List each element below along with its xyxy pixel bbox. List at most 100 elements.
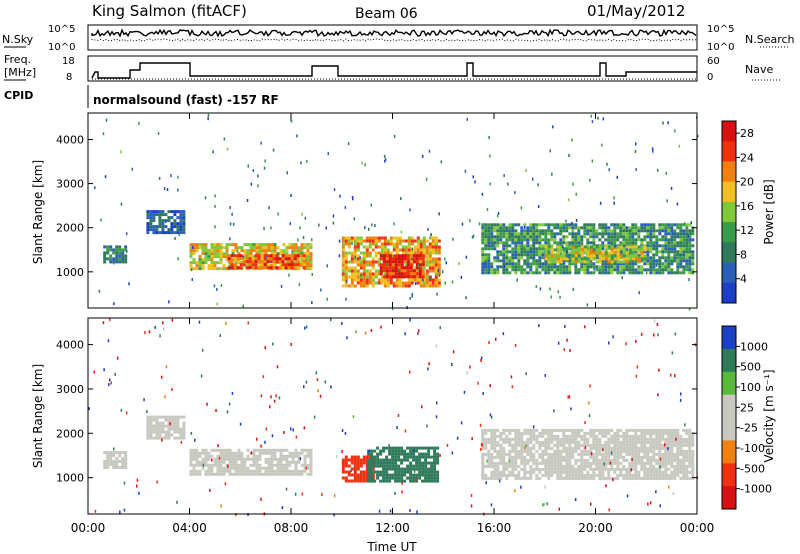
heatmap-cell [634,461,638,465]
heatmap-cell [637,473,641,477]
heatmap-cell [374,254,378,258]
heatmap-cell [655,268,659,272]
heatmap-cell [407,245,411,249]
heatmap-cell [374,260,378,264]
heatmap-cell [400,476,404,480]
heatmap-cell [655,247,659,251]
heatmap-cell [433,467,437,471]
heatmap-cell [170,222,174,226]
heatmap-cell [243,255,247,259]
heatmap-cell [547,262,551,266]
heatmap-cell [547,226,551,230]
heatmap-cell [502,440,506,444]
heatmap-cell [562,257,566,261]
heatmap-cell [607,449,611,453]
heatmap-cell [664,232,668,236]
heatmap-cell [409,272,413,276]
heatmap-speckle [427,227,429,231]
heatmap-cell [550,229,554,233]
heatmap-cell [424,446,428,450]
heatmap-cell [583,229,587,233]
heatmap-cell [553,235,557,239]
heatmap-cell [616,226,620,230]
heatmap-cell [604,446,608,450]
heatmap-cell [568,253,572,257]
heatmap-speckle [338,239,341,243]
heatmap-cell [556,443,560,447]
heatmap-cell [371,242,375,246]
heatmap-cell [589,271,593,275]
heatmap-cell [409,476,413,480]
heatmap-cell [613,476,617,480]
heatmap-cell [430,476,434,480]
heatmap-cell [398,278,402,282]
heatmap-cell [376,473,380,477]
heatmap-cell [523,271,527,275]
heatmap-cell [403,275,407,279]
heatmap-cell [640,467,644,471]
heatmap-cell [400,467,404,471]
heatmap-cell [490,244,494,248]
heatmap-cell [436,479,440,483]
heatmap-cell [176,427,180,431]
heatmap-cell [431,269,435,273]
heatmap-cell [613,449,617,453]
heatmap-cell [640,245,644,249]
heatmap-cell [571,241,575,245]
heatmap-cell [685,256,689,260]
heatmap-cell [523,431,527,435]
heatmap-cell [189,463,193,467]
heatmap-speckle [636,365,639,369]
heatmap-cell [385,272,389,276]
heatmap-cell [538,262,542,266]
heatmap-cell [685,455,689,459]
heatmap-cell [625,458,629,462]
heatmap-cell [517,247,521,251]
heatmap-cell [371,260,375,264]
heatmap-cell [550,262,554,266]
heatmap-cell [275,266,279,270]
heatmap-cell [526,437,530,441]
heatmap-cell [514,458,518,462]
heatmap-speckle [411,292,414,296]
heatmap-cell [481,247,485,251]
heatmap-speckle [300,161,302,165]
heatmap-cell [192,246,196,250]
heatmap-cell [511,467,515,471]
heatmap-cell [583,449,587,453]
colorbar-segment [722,262,736,284]
heatmap-cell [425,260,429,264]
heatmap-cell [655,452,659,456]
heatmap-cell [559,464,563,468]
heatmap-cell [362,455,366,459]
heatmap-cell [619,461,623,465]
heatmap-cell [535,232,539,236]
heatmap-cell [270,451,274,455]
heatmap-cell [359,260,363,264]
heatmap-cell [538,223,542,227]
heatmap-cell [517,476,521,480]
heatmap-speckle [302,236,305,240]
heatmap-cell [400,470,404,474]
heatmap-cell [418,458,422,462]
heatmap-cell [401,284,405,288]
heatmap-cell [529,247,533,251]
heatmap-cell [568,226,572,230]
heatmap-cell [386,278,390,282]
heatmap-cell [673,440,677,444]
heatmap-cell [391,464,395,468]
x-axis-ticks: 00:00 04:00 08:00 12:00 16:00 20:00 00:00 [71,113,714,535]
heatmap-speckle [330,318,332,322]
heatmap-cell [595,437,599,441]
heatmap-cell [481,473,485,477]
heatmap-cell [487,247,491,251]
heatmap-cell [643,467,647,471]
heatmap-cell [164,231,168,235]
heatmap-cell [344,257,348,261]
heatmap-cell [395,251,399,255]
heatmap-cell [192,249,196,253]
heatmap-cell [652,268,656,272]
heatmap-cell [115,460,119,463]
heatmap-cell [309,246,313,250]
heatmap-cell [368,245,372,249]
